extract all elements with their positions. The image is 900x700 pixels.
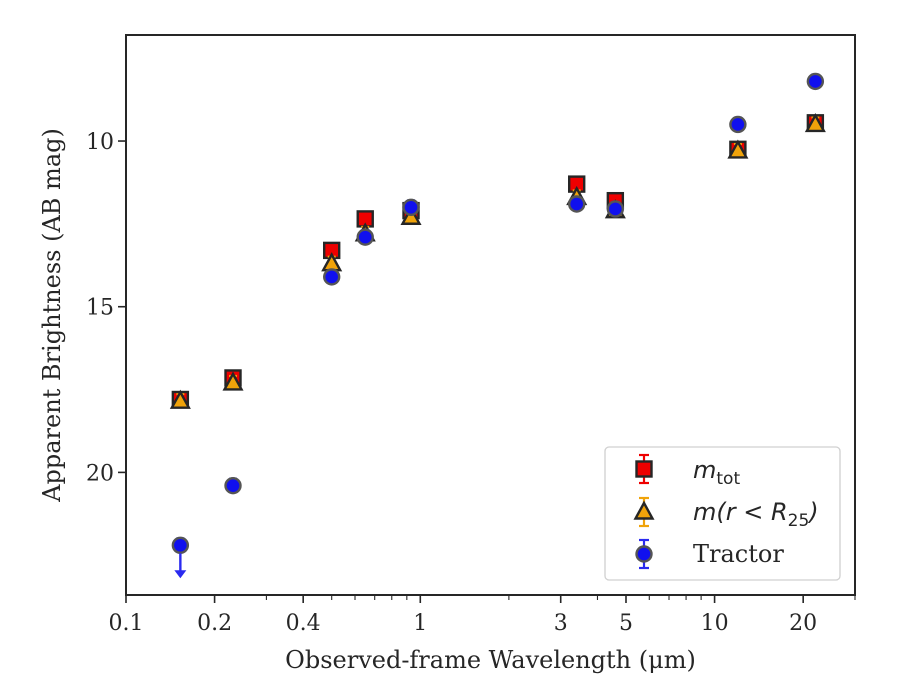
y-axis-title: Apparent Brightness (AB mag) [38,128,66,503]
legend: mtot m(r < R25) Tractor [604,446,841,581]
x-tick-label: 1 [413,611,427,636]
y-tick-label: 10 [86,130,114,155]
data-point-series-2 [171,536,190,554]
x-tick-label: 0.2 [197,611,232,636]
x-axis-title: Observed-frame Wavelength (μm) [285,646,696,674]
legend-label-m-r25: m(r < R25) [693,498,819,531]
data-point-series-2 [224,476,242,495]
legend-marker-series-0 [635,460,653,478]
x-tick-label: 0.4 [286,611,321,636]
data-point-series-2 [806,72,825,91]
data-marks [169,72,826,579]
upper-limit-arrowhead [174,570,187,579]
data-point-series-2 [323,268,341,286]
y-tick-label: 20 [86,461,114,486]
legend-box [604,446,841,581]
data-point-series-1 [804,112,826,133]
legend-label-mtot: mtot [693,456,740,489]
legend-label-tractor: Tractor [693,540,784,568]
axis-ticks: 0.1 0.2 0.4 1 3 5 10 20 10 15 20 [86,130,856,636]
data-point-series-2 [568,195,586,213]
y-tick-label: 15 [86,296,114,321]
legend-marker-series-1 [633,500,655,520]
data-point-series-2 [606,200,625,218]
legend-marker-series-2 [635,545,653,563]
data-point-series-2 [356,228,374,246]
data-point-series-1 [222,371,244,391]
plot-frame [125,34,856,596]
x-tick-label: 5 [619,611,633,636]
data-point-series-2 [729,115,747,134]
data-point-series-1 [169,389,191,409]
x-tick-label: 3 [554,611,568,636]
data-point-series-1 [727,139,749,159]
x-tick-label: 0.1 [109,611,144,636]
x-tick-label: 20 [789,611,817,636]
x-tick-label: 10 [701,611,729,636]
data-point-series-2 [402,198,420,217]
